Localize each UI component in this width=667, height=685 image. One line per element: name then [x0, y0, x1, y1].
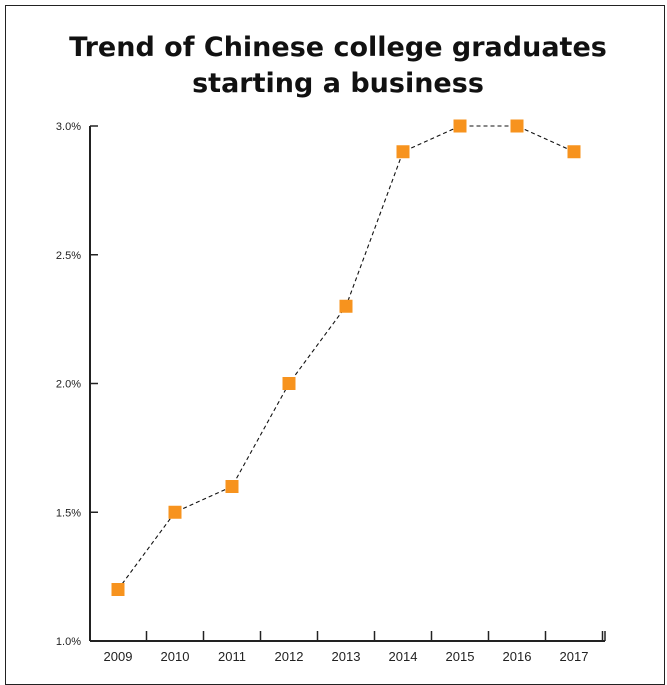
data-point-marker-2015 [453, 119, 467, 133]
chart-title: Trend of Chinese college graduates start… [69, 32, 607, 99]
x-tick-label: 2009 [104, 649, 133, 664]
data-point-marker-2011 [225, 480, 239, 493]
x-tick-label: 2012 [275, 649, 304, 664]
x-tick-label: 2013 [332, 649, 361, 664]
series [111, 119, 581, 596]
x-tick-label: 2015 [446, 649, 475, 664]
x-tick-label: 2017 [560, 649, 589, 664]
data-point-marker-2010 [168, 505, 182, 519]
data-point-marker-2017 [567, 145, 581, 159]
chart-frame [5, 5, 665, 685]
x-tick-label: 2016 [503, 649, 532, 664]
y-tick-label: 1.5% [56, 507, 81, 519]
y-tick-label: 1.0% [56, 636, 81, 648]
axes: 1.0% 1.5% 2.0% 2.5% 3.0% 2009 2010 2011 2012 2013… [56, 121, 606, 664]
data-point-marker-2009 [111, 583, 125, 596]
data-point-marker-2014 [396, 145, 410, 159]
chart-title-line-1: Trend of Chinese college graduates [69, 32, 607, 63]
series-line [117, 125, 575, 590]
y-tick-label: 2.0% [56, 379, 81, 391]
data-point-marker-2012 [282, 377, 296, 390]
x-tick-label: 2014 [389, 649, 418, 664]
y-tick-label: 3.0% [56, 121, 81, 133]
data-point-marker-2016 [510, 119, 524, 133]
x-tick-label: 2010 [161, 649, 190, 664]
chart-title-line-2: starting a business [192, 68, 484, 99]
x-tick-label: 2011 [218, 649, 246, 664]
data-point-marker-2013 [339, 299, 353, 313]
y-tick-label: 2.5% [56, 250, 81, 262]
